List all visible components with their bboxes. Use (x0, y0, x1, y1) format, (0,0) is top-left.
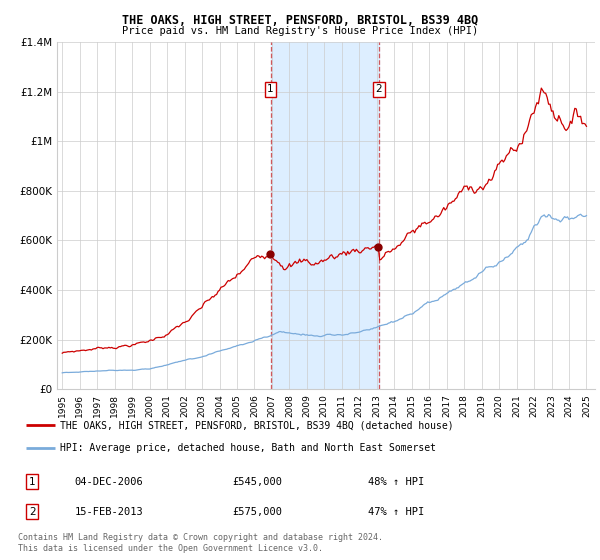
Point (373, 242, 383, 251)
Bar (271, 42, 379, 389)
Text: 1: 1 (29, 477, 35, 487)
Point (266, 250, 275, 259)
Text: £575,000: £575,000 (232, 507, 283, 517)
Text: THE OAKS, HIGH STREET, PENSFORD, BRISTOL, BS39 4BQ: THE OAKS, HIGH STREET, PENSFORD, BRISTOL… (122, 14, 478, 27)
Text: THE OAKS, HIGH STREET, PENSFORD, BRISTOL, BS39 4BQ (detached house): THE OAKS, HIGH STREET, PENSFORD, BRISTOL… (60, 420, 454, 430)
Text: HPI: Average price, detached house, Bath and North East Somerset: HPI: Average price, detached house, Bath… (60, 444, 436, 454)
Text: 47% ↑ HPI: 47% ↑ HPI (368, 507, 424, 517)
Text: 15-FEB-2013: 15-FEB-2013 (74, 507, 143, 517)
Text: 2: 2 (29, 507, 35, 517)
Text: 2: 2 (376, 84, 382, 94)
Text: 48% ↑ HPI: 48% ↑ HPI (368, 477, 424, 487)
Text: 1: 1 (267, 84, 274, 94)
Text: Contains HM Land Registry data © Crown copyright and database right 2024.
This d: Contains HM Land Registry data © Crown c… (18, 533, 383, 553)
Text: 04-DEC-2006: 04-DEC-2006 (74, 477, 143, 487)
Text: £545,000: £545,000 (232, 477, 283, 487)
Text: Price paid vs. HM Land Registry's House Price Index (HPI): Price paid vs. HM Land Registry's House … (122, 26, 478, 36)
